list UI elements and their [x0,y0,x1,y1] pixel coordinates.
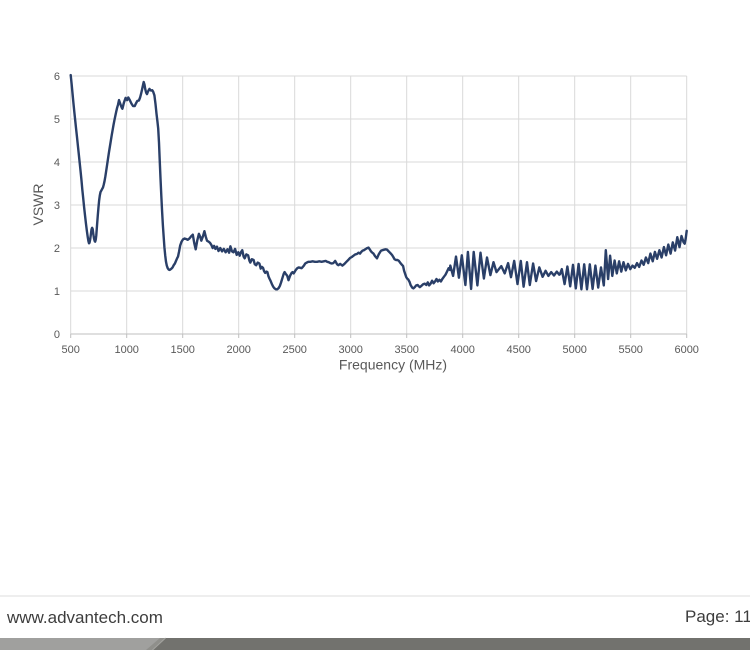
svg-text:2: 2 [54,243,60,255]
svg-text:1500: 1500 [170,344,194,356]
svg-text:3500: 3500 [394,344,418,356]
svg-text:1: 1 [54,286,60,298]
svg-text:5000: 5000 [562,344,586,356]
svg-text:5500: 5500 [618,344,642,356]
svg-text:VSWR: VSWR [30,184,46,226]
svg-text:6000: 6000 [674,344,698,356]
svg-text:5: 5 [54,114,60,126]
svg-text:6: 6 [54,71,60,83]
svg-text:3: 3 [54,200,60,212]
svg-text:4: 4 [54,157,60,169]
svg-text:500: 500 [62,344,80,356]
svg-text:1000: 1000 [114,344,138,356]
svg-text:0: 0 [54,329,60,341]
svg-text:4500: 4500 [506,344,530,356]
svg-text:Frequency (MHz): Frequency (MHz) [339,357,447,373]
svg-text:2000: 2000 [226,344,250,356]
svg-text:4000: 4000 [450,344,474,356]
svg-text:2500: 2500 [282,344,306,356]
svg-text:3000: 3000 [338,344,362,356]
